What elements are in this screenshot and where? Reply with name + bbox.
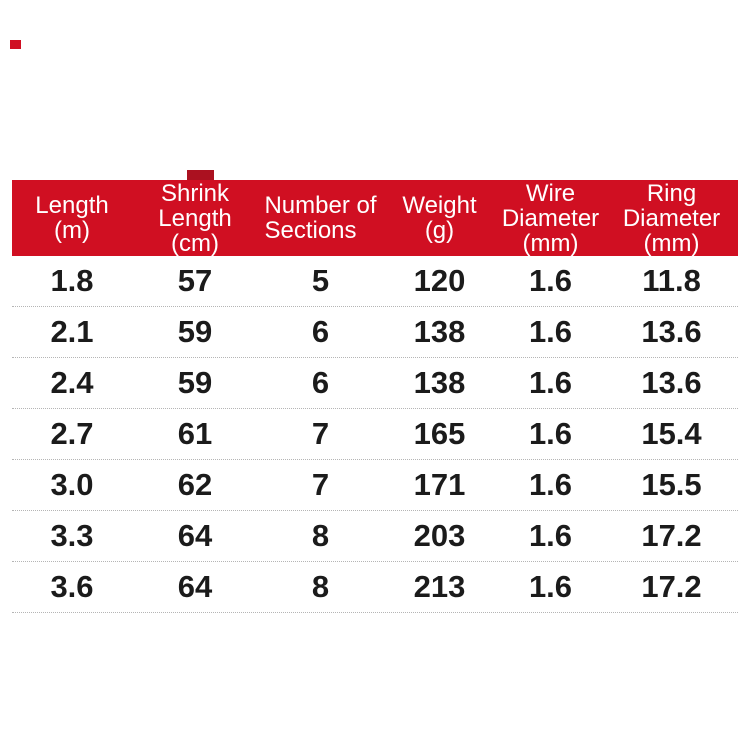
column-header-weight-line: (g) (424, 217, 455, 244)
cell-weight: 165 (413, 416, 466, 451)
spec-table-body: 1.8 57 5 120 1.6 11.8 2.1 59 6 138 1.6 13.6 2.4 59 6 13… (12, 256, 738, 613)
cell-ring-diameter: 15.4 (641, 416, 702, 451)
column-header-ring-diameter-line: (mm) (643, 229, 700, 257)
cell-weight: 213 (413, 569, 466, 604)
table-row: 2.1 59 6 138 1.6 13.6 (12, 307, 738, 358)
cell-weight: 203 (413, 518, 466, 553)
cell-wire-diameter: 1.6 (528, 569, 573, 604)
cell-length: 3.6 (50, 569, 94, 604)
column-header-weight-line: Weight (402, 192, 477, 219)
cell-sections: 6 (311, 314, 330, 349)
column-header-ring-diameter-line: Diameter (622, 204, 721, 232)
cell-length: 2.7 (50, 416, 94, 451)
cell-ring-diameter: 17.2 (641, 569, 702, 604)
cell-ring-diameter: 15.5 (641, 467, 702, 502)
column-header-sections-line: Number of (264, 192, 377, 219)
cell-weight: 138 (413, 314, 466, 349)
cell-sections: 7 (311, 416, 330, 451)
cell-weight: 120 (413, 263, 466, 298)
table-row: 1.8 57 5 120 1.6 11.8 (12, 256, 738, 307)
column-header-shrink-length-line: Length (158, 204, 232, 232)
column-header-ring-diameter-line: Ring (646, 179, 697, 207)
cell-sections: 5 (311, 263, 330, 298)
cell-shrink-length: 64 (177, 518, 213, 553)
red-watermark-fragment (187, 170, 214, 182)
cell-weight: 171 (413, 467, 466, 502)
column-header-weight: Weight (g) (383, 180, 496, 256)
column-header-shrink-length-line: Shrink (160, 179, 230, 207)
cell-sections: 6 (311, 365, 330, 400)
table-row: 2.7 61 7 165 1.6 15.4 (12, 409, 738, 460)
cell-wire-diameter: 1.6 (528, 263, 573, 298)
cell-ring-diameter: 13.6 (641, 314, 702, 349)
column-header-length-line: Length (35, 192, 109, 219)
column-header-shrink-length: Shrink Length (cm) (132, 180, 258, 256)
spec-table: Length (m) Shrink Length (cm) Number of Sectio… (12, 180, 738, 613)
cell-wire-diameter: 1.6 (528, 416, 573, 451)
cell-wire-diameter: 1.6 (528, 365, 573, 400)
column-header-length: Length (m) (12, 180, 132, 256)
cell-wire-diameter: 1.6 (528, 518, 573, 553)
column-header-sections: Number of Sections (258, 180, 383, 256)
column-header-wire-diameter-line: (mm) (522, 229, 579, 257)
column-header-wire-diameter-line: Diameter (501, 204, 600, 232)
cell-wire-diameter: 1.6 (528, 314, 573, 349)
cell-length: 3.0 (50, 467, 94, 502)
cell-length: 1.8 (50, 263, 94, 298)
cell-shrink-length: 59 (177, 314, 213, 349)
cell-length: 3.3 (50, 518, 94, 553)
column-header-wire-diameter-line: Wire (525, 179, 576, 207)
red-corner-mark (10, 40, 21, 49)
cell-shrink-length: 62 (177, 467, 213, 502)
cell-shrink-length: 61 (177, 416, 213, 451)
cell-sections: 7 (311, 467, 330, 502)
column-header-sections-line: Sections (264, 217, 357, 244)
cell-ring-diameter: 17.2 (641, 518, 702, 553)
column-header-wire-diameter: Wire Diameter (mm) (496, 180, 605, 256)
cell-sections: 8 (311, 569, 330, 604)
table-row: 3.0 62 7 171 1.6 15.5 (12, 460, 738, 511)
cell-weight: 138 (413, 365, 466, 400)
cell-shrink-length: 57 (177, 263, 213, 298)
cell-shrink-length: 59 (177, 365, 213, 400)
cell-shrink-length: 64 (177, 569, 213, 604)
cell-length: 2.1 (50, 314, 94, 349)
column-header-length-line: (m) (54, 217, 90, 244)
column-header-shrink-length-line: (cm) (171, 229, 219, 257)
table-row: 2.4 59 6 138 1.6 13.6 (12, 358, 738, 409)
spec-table-header: Length (m) Shrink Length (cm) Number of Sectio… (12, 180, 738, 256)
table-row: 3.6 64 8 213 1.6 17.2 (12, 562, 738, 613)
cell-sections: 8 (311, 518, 330, 553)
table-row: 3.3 64 8 203 1.6 17.2 (12, 511, 738, 562)
column-header-ring-diameter: Ring Diameter (mm) (605, 180, 738, 256)
cell-wire-diameter: 1.6 (528, 467, 573, 502)
cell-length: 2.4 (50, 365, 94, 400)
cell-ring-diameter: 13.6 (641, 365, 702, 400)
cell-ring-diameter: 11.8 (642, 263, 701, 298)
